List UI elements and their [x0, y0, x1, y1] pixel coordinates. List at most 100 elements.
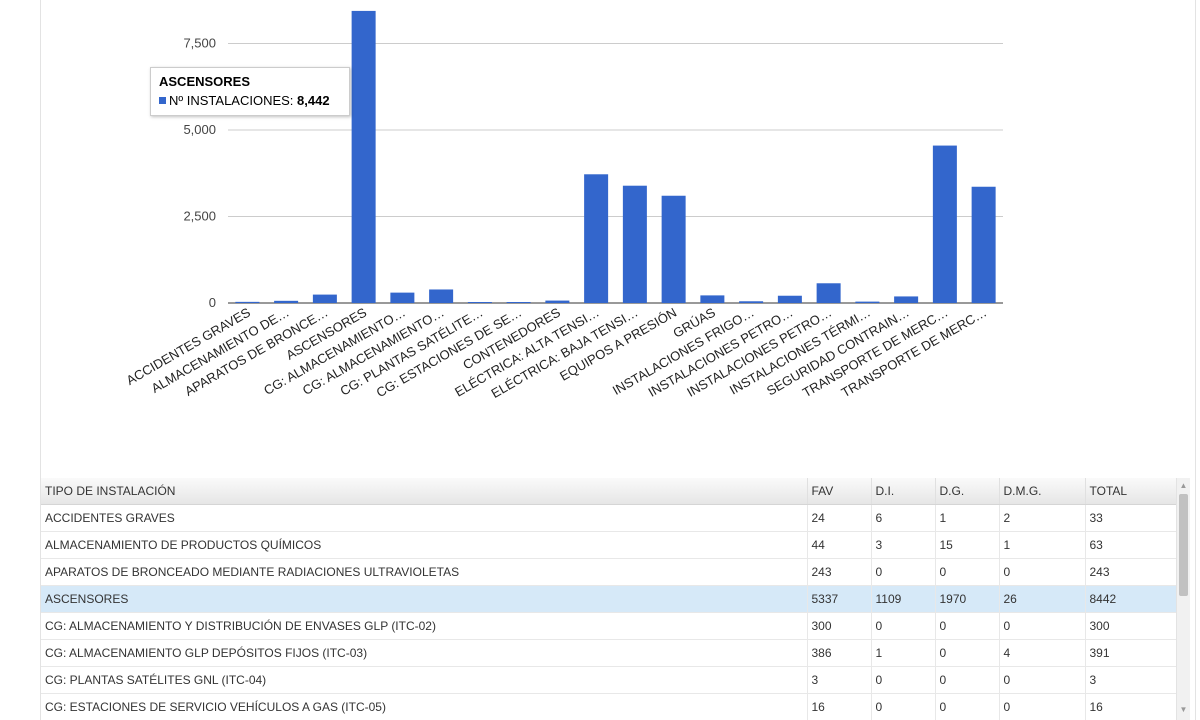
table-cell-value: 1 [999, 531, 1086, 559]
table-cell-value: 0 [871, 558, 936, 586]
bar[interactable] [351, 10, 376, 304]
data-table: TIPO DE INSTALACIÓN FAV D.I. D.G. D.M.G.… [41, 478, 1177, 720]
table-cell-value: 3 [871, 531, 936, 559]
table-cell-value: 6 [871, 504, 936, 532]
table-header-row: TIPO DE INSTALACIÓN FAV D.I. D.G. D.M.G.… [41, 478, 1177, 505]
y-tick-label: 2,500 [183, 209, 216, 224]
bar[interactable] [777, 295, 802, 303]
table-row[interactable]: ASCENSORES 5337 1109 1970 26 8442 [41, 585, 1177, 613]
bar[interactable] [739, 301, 764, 303]
table-cell-value: 0 [871, 693, 936, 720]
table-row[interactable]: ACCIDENTES GRAVES 24 6 1 2 33 [41, 504, 1177, 532]
tooltip-series-label: Nº INSTALACIONES: [169, 93, 294, 108]
table-cell-value: 1109 [871, 585, 936, 613]
table-cell-value: 24 [807, 504, 872, 532]
table-cell-type: ACCIDENTES GRAVES [41, 504, 808, 532]
y-tick-label: 5,000 [183, 122, 216, 137]
bar[interactable] [622, 185, 647, 303]
table-row[interactable]: CG: ALMACENAMIENTO Y DISTRIBUCIÓN DE ENV… [41, 612, 1177, 640]
table-cell-value: 8442 [1085, 585, 1177, 613]
bar[interactable] [506, 302, 531, 303]
table-cell-value: 391 [1085, 639, 1177, 667]
bar[interactable] [312, 294, 337, 303]
table-cell-value: 1 [935, 504, 1000, 532]
table-cell-value: 16 [807, 693, 872, 720]
table-cell-type: CG: PLANTAS SATÉLITES GNL (ITC-04) [41, 666, 808, 694]
table-cell-value: 26 [999, 585, 1086, 613]
table-cell-value: 1 [871, 639, 936, 667]
table-cell-value: 0 [999, 693, 1086, 720]
table-cell-value: 0 [935, 666, 1000, 694]
tooltip-value: 8,442 [297, 93, 330, 108]
table-scrollbar[interactable]: ▲ ▼ [1176, 478, 1190, 720]
table-cell-value: 3 [1085, 666, 1177, 694]
data-table-container[interactable]: TIPO DE INSTALACIÓN FAV D.I. D.G. D.M.G.… [41, 478, 1189, 720]
table-cell-type: ALMACENAMIENTO DE PRODUCTOS QUÍMICOS [41, 531, 808, 559]
table-row[interactable]: CG: ESTACIONES DE SERVICIO VEHÍCULOS A G… [41, 693, 1177, 720]
table-cell-value: 5337 [807, 585, 872, 613]
table-cell-type: APARATOS DE BRONCEADO MEDIANTE RADIACION… [41, 558, 808, 586]
scroll-down-arrow-icon[interactable]: ▼ [1179, 705, 1188, 714]
table-row[interactable]: APARATOS DE BRONCEADO MEDIANTE RADIACION… [41, 558, 1177, 586]
table-cell-value: 2 [999, 504, 1086, 532]
table-cell-value: 0 [935, 558, 1000, 586]
table-cell-type: CG: ESTACIONES DE SERVICIO VEHÍCULOS A G… [41, 693, 808, 720]
column-header-dmg[interactable]: D.M.G. [999, 478, 1086, 505]
report-panel [40, 0, 1196, 720]
tooltip-row: Nº INSTALACIONES: 8,442 [159, 93, 341, 108]
series-swatch-icon [159, 97, 166, 104]
bar[interactable] [816, 283, 841, 303]
bar[interactable] [545, 300, 570, 303]
table-row[interactable]: CG: ALMACENAMIENTO GLP DEPÓSITOS FIJOS (… [41, 639, 1177, 667]
bar[interactable] [235, 301, 260, 303]
table-cell-value: 63 [1085, 531, 1177, 559]
bar[interactable] [971, 186, 996, 303]
table-cell-value: 15 [935, 531, 1000, 559]
table-cell-value: 44 [807, 531, 872, 559]
bar[interactable] [467, 302, 492, 303]
bar[interactable] [429, 289, 454, 303]
column-header-total[interactable]: TOTAL [1085, 478, 1177, 505]
scrollbar-thumb[interactable] [1179, 494, 1188, 596]
table-cell-value: 0 [935, 612, 1000, 640]
table-cell-type: CG: ALMACENAMIENTO GLP DEPÓSITOS FIJOS (… [41, 639, 808, 667]
table-cell-value: 33 [1085, 504, 1177, 532]
bar[interactable] [894, 296, 919, 303]
table-cell-value: 1970 [935, 585, 1000, 613]
y-tick-label: 7,500 [183, 36, 216, 51]
bar[interactable] [274, 300, 299, 303]
table-cell-value: 0 [935, 693, 1000, 720]
table-cell-value: 4 [999, 639, 1086, 667]
table-cell-value: 0 [871, 666, 936, 694]
scroll-up-arrow-icon[interactable]: ▲ [1179, 481, 1188, 490]
table-cell-value: 243 [807, 558, 872, 586]
table-row[interactable]: CG: PLANTAS SATÉLITES GNL (ITC-04) 3 0 0 0 3 [41, 666, 1177, 694]
table-cell-value: 300 [1085, 612, 1177, 640]
bar[interactable] [932, 145, 957, 303]
bar[interactable] [855, 301, 880, 303]
table-cell-type: CG: ALMACENAMIENTO Y DISTRIBUCIÓN DE ENV… [41, 612, 808, 640]
y-tick-label: 0 [209, 295, 216, 310]
table-cell-value: 0 [999, 558, 1086, 586]
table-cell-value: 386 [807, 639, 872, 667]
bar[interactable] [661, 195, 686, 303]
table-cell-value: 0 [999, 666, 1086, 694]
table-cell-value: 3 [807, 666, 872, 694]
bar[interactable] [584, 174, 609, 303]
table-cell-value: 0 [871, 612, 936, 640]
column-header-tipo[interactable]: TIPO DE INSTALACIÓN [41, 478, 808, 505]
table-cell-value: 300 [807, 612, 872, 640]
chart-tooltip: ASCENSORES Nº INSTALACIONES: 8,442 [150, 67, 350, 116]
column-header-fav[interactable]: FAV [807, 478, 872, 505]
bar[interactable] [700, 295, 725, 303]
tooltip-title: ASCENSORES [159, 74, 251, 89]
table-cell-type: ASCENSORES [41, 585, 808, 613]
column-header-dg[interactable]: D.G. [935, 478, 1000, 505]
table-cell-value: 16 [1085, 693, 1177, 720]
bar[interactable] [390, 292, 415, 303]
table-row[interactable]: ALMACENAMIENTO DE PRODUCTOS QUÍMICOS 44 3 1… [41, 531, 1177, 559]
table-cell-value: 243 [1085, 558, 1177, 586]
table-cell-value: 0 [935, 639, 1000, 667]
column-header-di[interactable]: D.I. [871, 478, 936, 505]
